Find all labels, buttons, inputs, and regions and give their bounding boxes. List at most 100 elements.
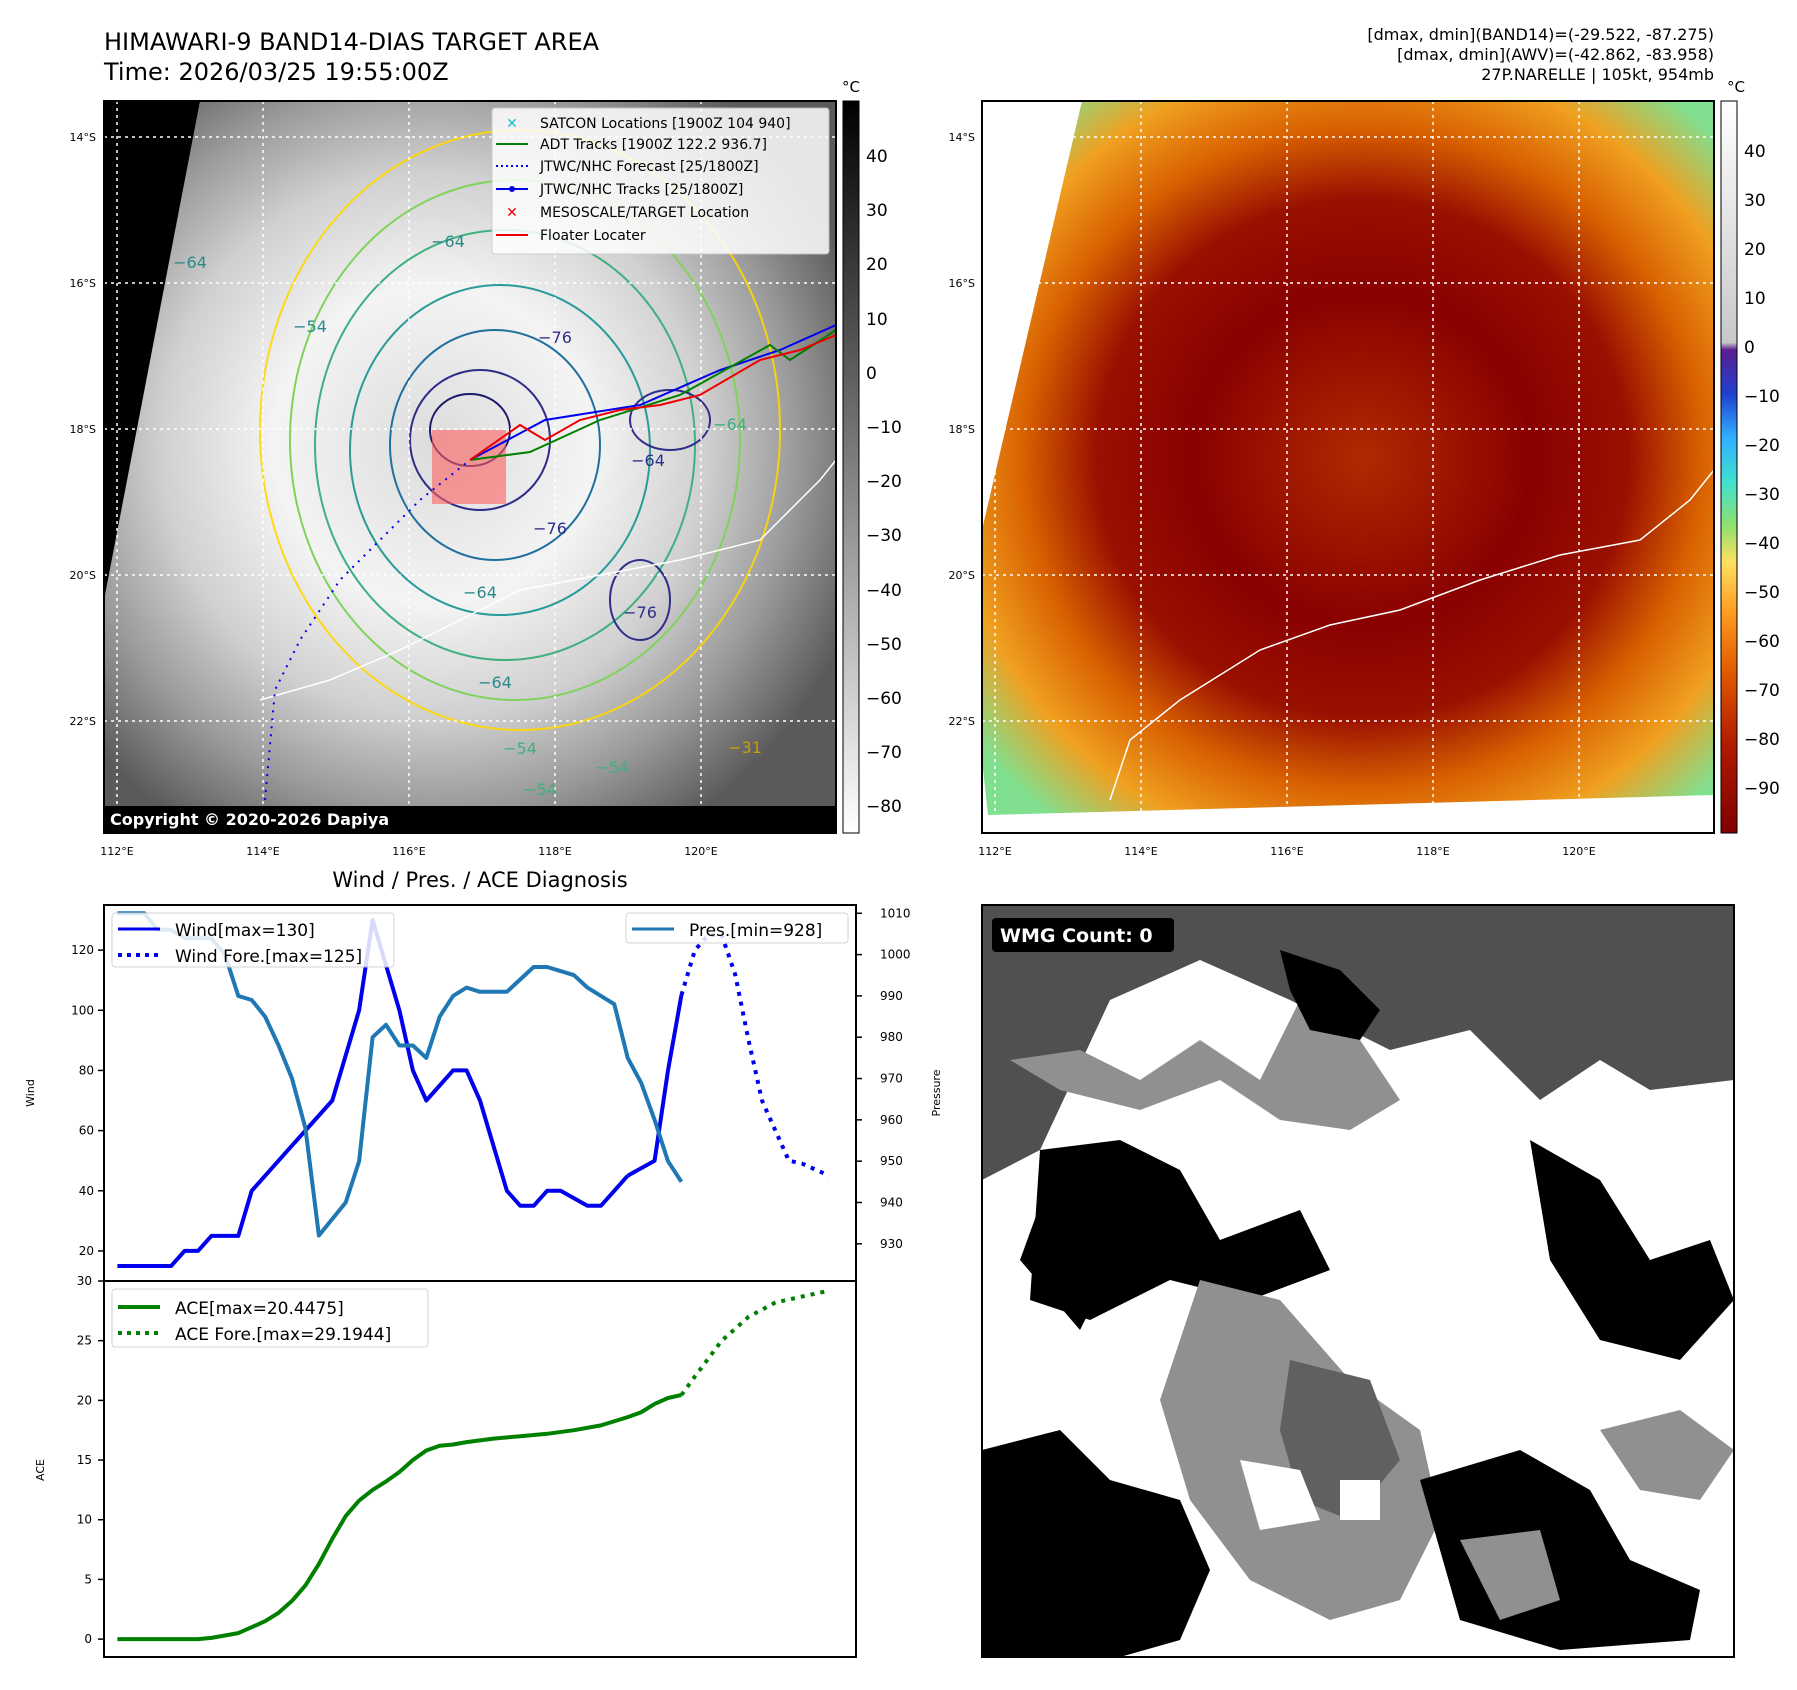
stats-storm: 27P.NARELLE | 105kt, 954mb: [1481, 65, 1714, 84]
svg-text:−50: −50: [866, 635, 902, 655]
svg-text:−20: −20: [866, 472, 902, 492]
pressure-tick-label: 940: [880, 1195, 903, 1209]
svg-text:14°S: 14°S: [949, 131, 975, 144]
awv-coastline: [1109, 469, 1714, 801]
wind-series-line: [626, 994, 684, 1178]
svg-text:112°E: 112°E: [100, 845, 133, 858]
ir-map-panel: −64 −54 −76 −64 −64 −76 −64 −76 −64 −54 …: [70, 78, 902, 858]
awv-colorbar: [1720, 100, 1738, 834]
ace-tick-label: 15: [77, 1453, 92, 1467]
legend-satcon: SATCON Locations [1900Z 104 940]: [540, 116, 791, 132]
ace-tick-label: 0: [84, 1632, 92, 1646]
wmg-label-box: [992, 918, 1174, 952]
svg-text:−20: −20: [1744, 436, 1780, 456]
svg-text:−64: −64: [478, 673, 512, 692]
wmg-panel: WMG Count: 0: [981, 904, 1735, 1658]
ace-tick-label: 30: [77, 1274, 92, 1288]
svg-text:−70: −70: [1744, 681, 1780, 701]
wind-tick-label: 20: [79, 1244, 94, 1258]
svg-text:−54: −54: [503, 739, 537, 758]
svg-text:112°E: 112°E: [978, 845, 1011, 858]
svg-text:18°S: 18°S: [949, 423, 975, 436]
awv-map-panel: 14°S 16°S 18°S 20°S 22°S 112°E 114°E 116…: [949, 78, 1780, 858]
svg-text:10: 10: [866, 310, 888, 330]
wind-forecast-series-line: [679, 933, 830, 1178]
pressure-tick-label: 980: [880, 1030, 903, 1044]
pressure-axis-label: Pressure: [930, 1069, 943, 1116]
svg-text:118°E: 118°E: [1416, 845, 1449, 858]
svg-text:20°S: 20°S: [70, 569, 96, 582]
ir-lat-labels: 14°S 16°S 18°S 20°S 22°S: [70, 131, 96, 728]
wind-tick-label: 60: [79, 1124, 94, 1138]
svg-text:−64: −64: [463, 583, 497, 602]
pressure-right-axis-ticks: 930 940 950 960 970 980 990 1000 1010: [856, 906, 911, 1251]
ace-tick-label: 25: [77, 1334, 92, 1348]
svg-text:30: 30: [1744, 191, 1766, 211]
wmg-grid-cells: [982, 905, 1734, 1657]
legend-tracks: JTWC/NHC Tracks [25/1800Z]: [539, 182, 743, 198]
legend-forecast: JTWC/NHC Forecast [25/1800Z]: [539, 159, 759, 175]
ace-series-line: [117, 1393, 682, 1642]
svg-text:120°E: 120°E: [1562, 845, 1595, 858]
awv-map-frame: [981, 100, 1715, 834]
adt-track: [469, 329, 836, 461]
wind-left-axis-ticks: 20 40 60 80 100 120: [71, 943, 104, 1258]
svg-text:14°S: 14°S: [70, 131, 96, 144]
ace-axis-label: ACE: [34, 1459, 47, 1481]
figure-title: HIMAWARI-9 BAND14-DIAS TARGET AREA: [104, 28, 600, 56]
wind-tick-label: 80: [79, 1063, 94, 1077]
wind-series-line: [117, 918, 630, 1268]
svg-text:20°S: 20°S: [949, 569, 975, 582]
figure-time: Time: 2026/03/25 19:55:00Z: [103, 58, 449, 86]
svg-text:−50: −50: [1744, 583, 1780, 603]
svg-text:−64: −64: [631, 451, 665, 470]
wind-tick-label: 120: [71, 943, 94, 957]
svg-text:−80: −80: [1744, 730, 1780, 750]
pressure-tick-label: 960: [880, 1113, 903, 1127]
copyright-box: [104, 806, 836, 833]
svg-text:−64: −64: [173, 253, 207, 272]
legend-ace: ACE[max=20.4475]: [175, 1299, 344, 1319]
ir-contour-labels: −64 −54 −76 −64 −64 −76 −64 −76 −64 −54 …: [173, 232, 762, 799]
legend-satcon-icon: ✕: [506, 116, 518, 132]
pressure-tick-label: 990: [880, 989, 903, 1003]
wmg-label: WMG Count: 0: [1000, 925, 1153, 947]
legend-pres: Pres.[min=928]: [689, 921, 822, 941]
svg-text:−54: −54: [523, 780, 557, 799]
legend-wind-fore: Wind Fore.[max=125]: [175, 947, 362, 967]
ace-forecast-series-line: [679, 1288, 830, 1397]
svg-text:120°E: 120°E: [684, 845, 717, 858]
svg-text:−64: −64: [713, 415, 747, 434]
ace-series: [117, 1288, 830, 1642]
ace-tick-label: 5: [84, 1572, 92, 1586]
svg-text:114°E: 114°E: [246, 845, 279, 858]
copyright-text: Copyright © 2020-2026 Dapiya: [110, 810, 389, 829]
pressure-tick-label: 1000: [880, 948, 911, 962]
svg-text:−30: −30: [1744, 485, 1780, 505]
ir-map-legend: ✕ SATCON Locations [1900Z 104 940] ADT T…: [491, 107, 830, 255]
svg-text:−30: −30: [866, 526, 902, 546]
legend-target-icon: ✕: [506, 205, 518, 221]
legend-tracks-dot-icon: [509, 186, 515, 192]
svg-text:114°E: 114°E: [1124, 845, 1157, 858]
svg-text:118°E: 118°E: [538, 845, 571, 858]
floater-track: [469, 334, 836, 461]
ir-coastline: [259, 459, 836, 701]
ir-lon-labels: 112°E 114°E 116°E 118°E 120°E: [100, 845, 717, 858]
ir-colorbar-unit: °C: [842, 78, 860, 96]
svg-text:116°E: 116°E: [392, 845, 425, 858]
svg-text:−76: −76: [533, 519, 567, 538]
svg-text:0: 0: [1744, 338, 1755, 358]
pressure-tick-label: 930: [880, 1237, 903, 1251]
ace-axis-ticks: 0 5 10 15 20 25 30: [77, 1274, 104, 1646]
target-area-box: [432, 430, 506, 504]
legend-wind: Wind[max=130]: [175, 921, 315, 941]
svg-text:22°S: 22°S: [70, 715, 96, 728]
awv-colorbar-unit: °C: [1727, 78, 1745, 96]
pressure-tick-label: 1010: [880, 906, 911, 920]
ir-colorbar-ticks: 40 30 20 10 0 −10 −20 −30 −40 −50 −60 −7…: [866, 147, 902, 817]
svg-text:116°E: 116°E: [1270, 845, 1303, 858]
svg-text:40: 40: [866, 147, 888, 167]
svg-text:−64: −64: [431, 232, 465, 251]
